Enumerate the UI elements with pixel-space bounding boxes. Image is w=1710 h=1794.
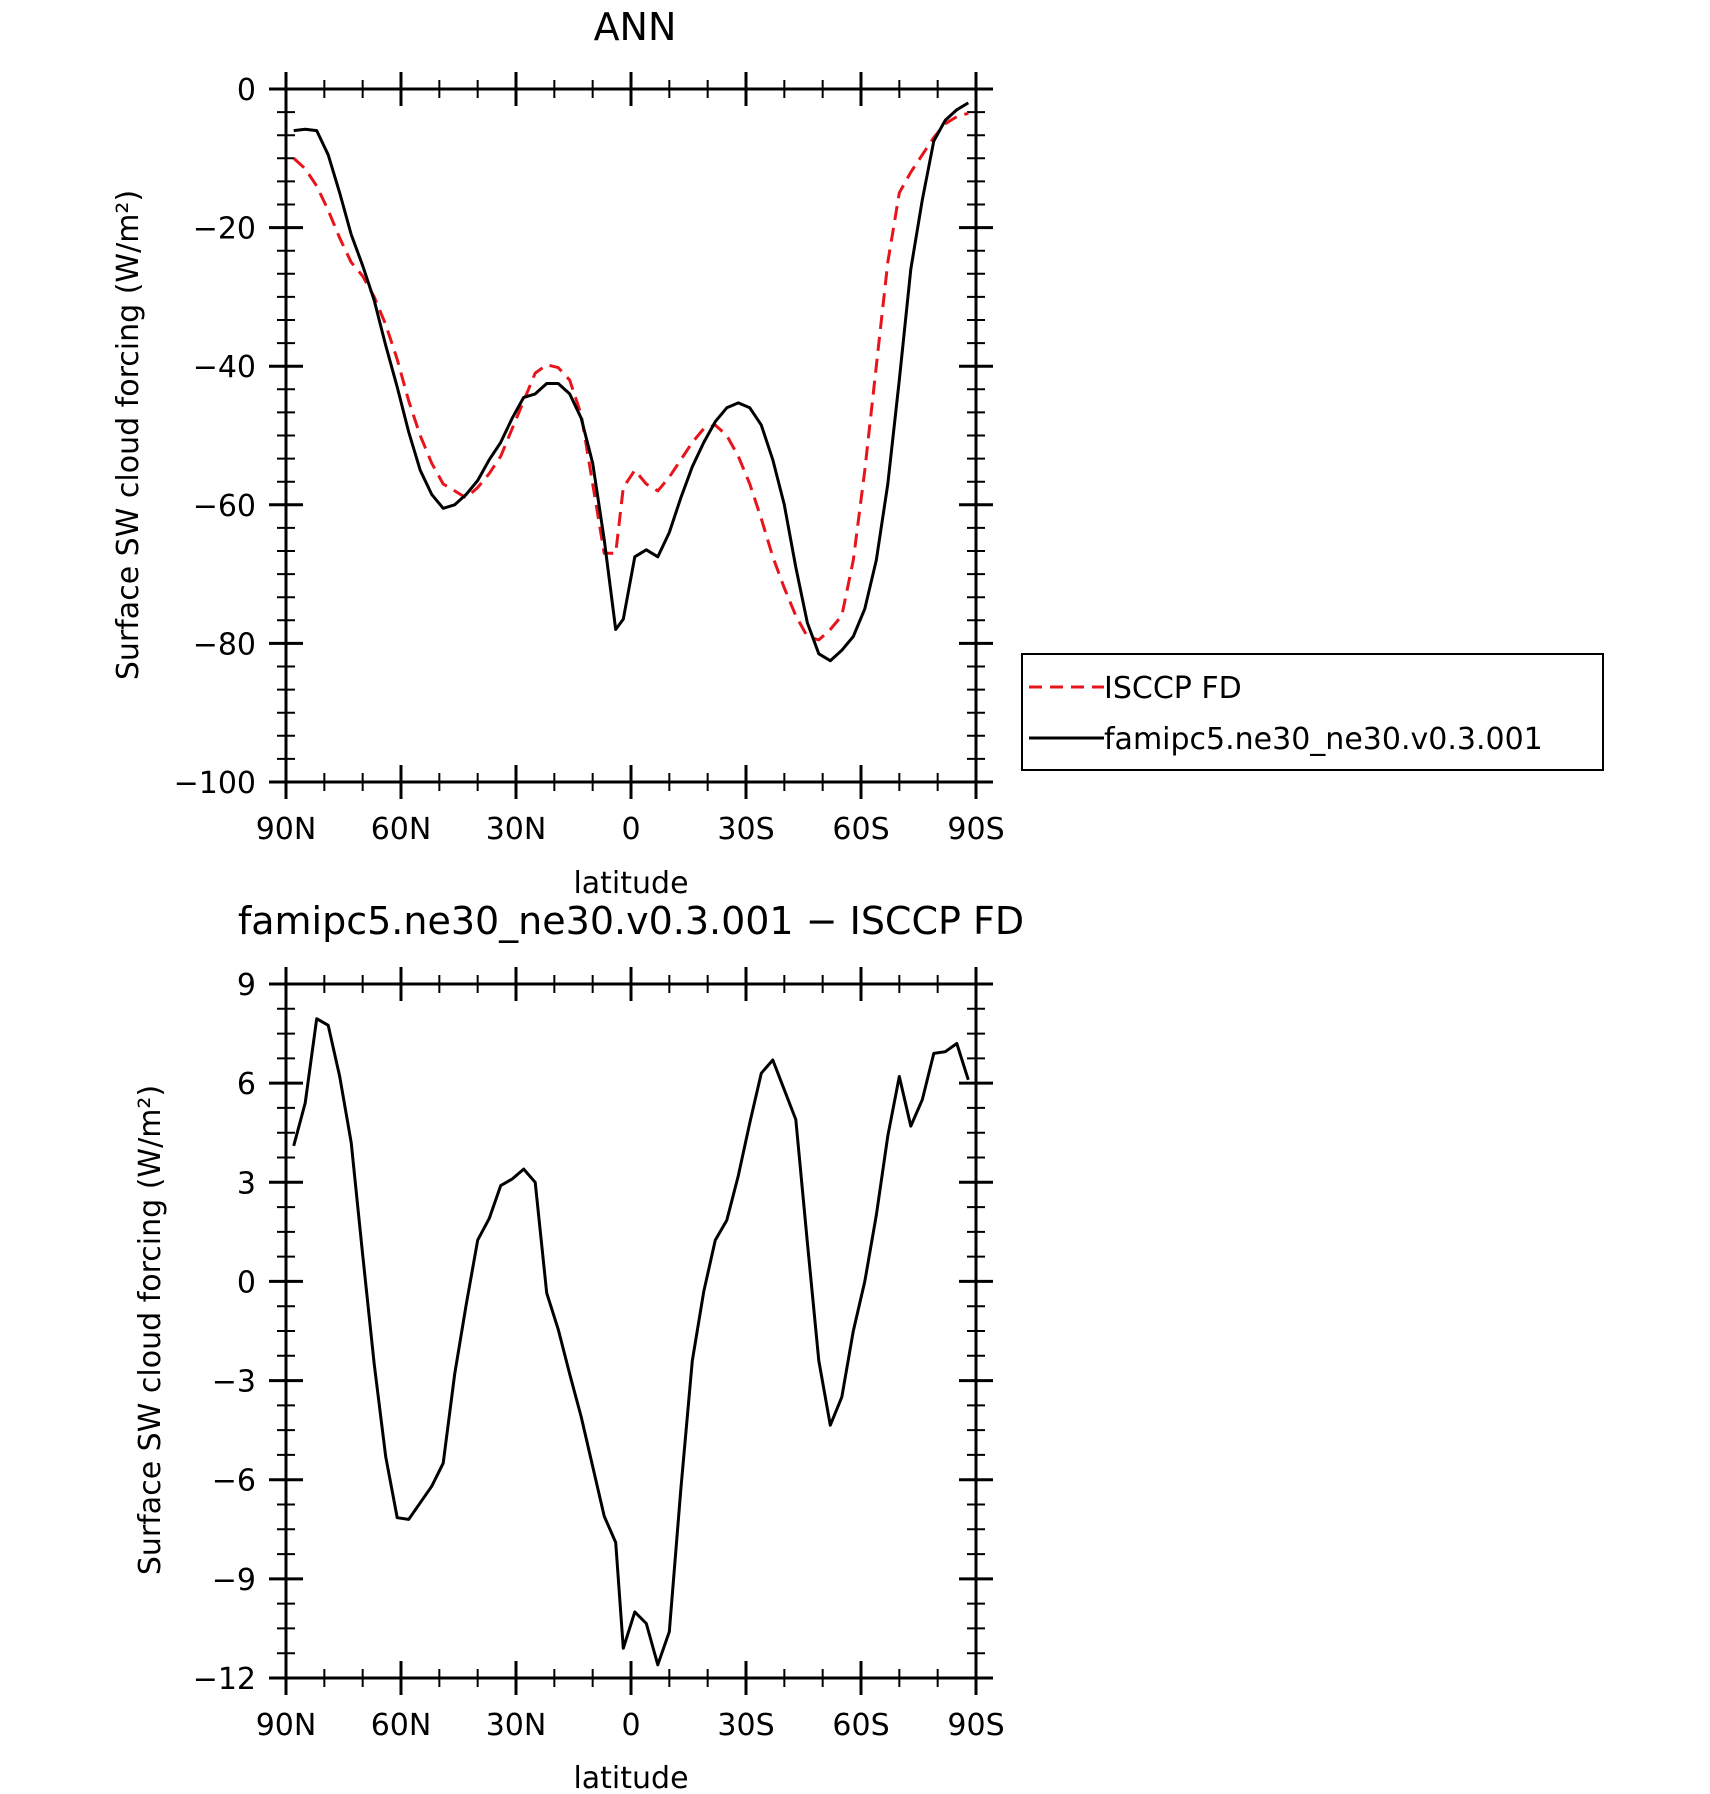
x-tick-label: 90S <box>947 1708 1004 1743</box>
x-tick-label: 90N <box>256 1708 317 1743</box>
y-tick-label: −20 <box>193 212 256 247</box>
legend-label-model: famipc5.ne30_ne30.v0.3.001 <box>1104 722 1543 757</box>
y-tick-label: −6 <box>212 1464 256 1499</box>
y-tick-label: −40 <box>193 350 256 385</box>
panel-annual-mean: ANN 0−20−40−60−80−100 90N 60N 30N 0 30S 60S 90… <box>111 5 1604 901</box>
x-tick-label: 90S <box>947 812 1004 847</box>
y-tick-label: −3 <box>212 1365 256 1400</box>
axis-ticks <box>269 72 993 799</box>
x-tick-label: 30N <box>486 812 547 847</box>
y-tick-label: −12 <box>193 1662 256 1697</box>
x-axis-label: latitude <box>573 1761 688 1794</box>
x-tick-label: 60S <box>832 1708 889 1743</box>
x-axis-label: latitude <box>573 866 688 901</box>
x-tick-label: 60N <box>371 812 432 847</box>
x-tick-labels: 90N 60N 30N 0 30S 60S 90S <box>256 1708 1005 1743</box>
x-tick-label: 0 <box>621 812 640 847</box>
chart-title: ANN <box>594 5 677 49</box>
series-line-famipc5-ne30-ne30-v0-3-001 <box>293 101 970 663</box>
plot-frame <box>284 87 978 784</box>
series-layer <box>292 101 970 663</box>
x-tick-label: 30N <box>486 1708 547 1743</box>
x-tick-label: 0 <box>621 1708 640 1743</box>
series-line-difference <box>292 1017 970 1667</box>
series-layer <box>292 1017 970 1667</box>
y-axis-label: Surface SW cloud forcing (W/m²) <box>133 1085 168 1575</box>
x-tick-label: 60S <box>832 812 889 847</box>
chart-title: famipc5.ne30_ne30.v0.3.001 − ISCCP FD <box>238 899 1024 943</box>
x-tick-label: 30S <box>717 1708 774 1743</box>
y-axis-label: Surface SW cloud forcing (W/m²) <box>111 190 146 680</box>
y-tick-label: −80 <box>193 627 256 662</box>
y-tick-label: 9 <box>237 968 256 1003</box>
x-tick-label: 30S <box>717 812 774 847</box>
x-tick-label: 90N <box>256 812 317 847</box>
y-tick-label: 6 <box>237 1067 256 1102</box>
panel-difference: famipc5.ne30_ne30.v0.3.001 − ISCCP FD 9 6… <box>133 899 1024 1794</box>
plot-frame <box>284 982 978 1680</box>
y-tick-label: −9 <box>212 1563 256 1598</box>
y-tick-labels: 0 −20 −40 −60 −80 −100 <box>174 73 256 801</box>
legend: ISCCP FD famipc5.ne30_ne30.v0.3.001 <box>1021 653 1604 771</box>
y-tick-label: 0 <box>237 73 256 108</box>
legend-box <box>1021 653 1604 771</box>
y-tick-label: 0 <box>237 1265 256 1300</box>
x-tick-labels: 90N 60N 30N 0 30S 60S 90S <box>256 812 1005 847</box>
series-line-isccp-fd <box>292 111 969 642</box>
axis-ticks <box>269 967 993 1695</box>
x-tick-label: 60N <box>371 1708 432 1743</box>
legend-label-isccp: ISCCP FD <box>1104 671 1242 706</box>
y-tick-label: −60 <box>193 489 256 524</box>
y-tick-label: −100 <box>174 766 256 801</box>
y-tick-label: 3 <box>237 1166 256 1201</box>
y-tick-labels: 9 6 3 0 −3 −6 −9 −12 <box>193 968 256 1697</box>
